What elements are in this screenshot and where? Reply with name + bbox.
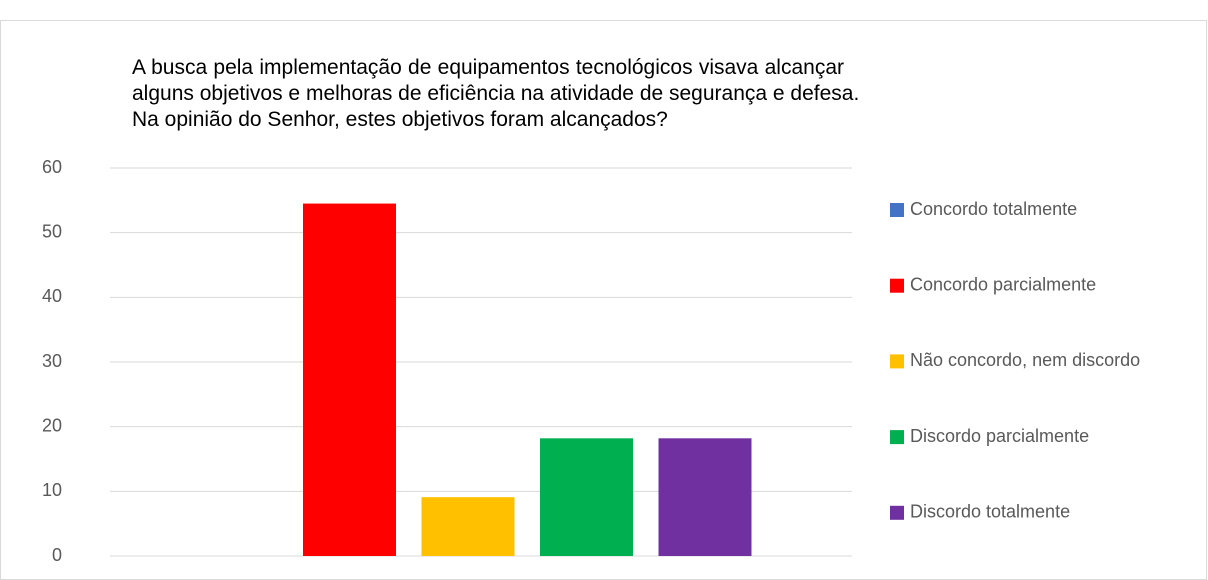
legend-label: Concordo totalmente xyxy=(910,199,1077,219)
y-tick-label: 10 xyxy=(42,480,62,500)
chart-title: A busca pela implementação de equipament… xyxy=(132,56,844,79)
bar xyxy=(658,438,752,556)
bar xyxy=(303,203,396,557)
legend-label: Discordo totalmente xyxy=(910,502,1070,522)
y-tick-label: 30 xyxy=(42,351,62,371)
chart-title: alguns objetivos e melhoras de eficiênci… xyxy=(132,82,860,105)
legend-label: Não concordo, nem discordo xyxy=(910,350,1140,370)
y-tick-label: 40 xyxy=(42,286,62,306)
legend-swatch xyxy=(890,203,904,217)
y-tick-label: 20 xyxy=(42,415,62,435)
y-tick-label: 50 xyxy=(42,221,62,241)
legend-label: Concordo parcialmente xyxy=(910,274,1096,294)
legend-swatch xyxy=(890,278,904,293)
legend-label: Discordo parcialmente xyxy=(910,426,1089,446)
y-tick-label: 60 xyxy=(42,157,62,177)
chart-title: Na opinião do Senhor, estes objetivos fo… xyxy=(132,108,668,131)
y-tick-label: 0 xyxy=(52,545,62,565)
bar xyxy=(540,438,633,556)
legend-swatch xyxy=(890,430,904,445)
bar xyxy=(421,497,515,556)
legend-swatch xyxy=(890,505,904,520)
legend-swatch xyxy=(890,354,904,369)
